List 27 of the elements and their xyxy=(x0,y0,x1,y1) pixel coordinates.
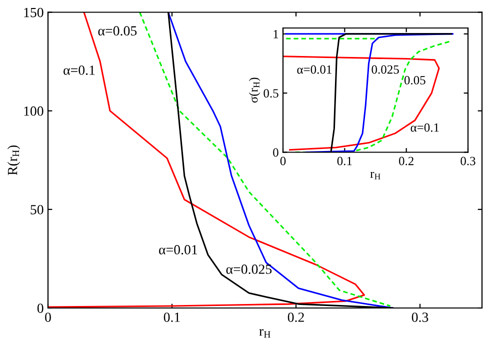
annotation: 0.025 xyxy=(372,65,399,74)
annotation: α=0.1 xyxy=(64,66,95,75)
y-tick-label: 0 xyxy=(37,304,44,313)
x-tick-label: 0 xyxy=(45,312,51,322)
x-tick-label: 0 xyxy=(280,156,286,166)
y-tick-label: 50 xyxy=(30,205,44,214)
x-axis-title: r$_{H}$ xyxy=(370,172,380,180)
y-axis-title: σ(r$_{H}$) xyxy=(248,78,260,103)
annotation: α=0.025 xyxy=(226,264,272,274)
x-tick-label: 0.2 xyxy=(398,156,414,166)
x-tick-label: 0.1 xyxy=(337,156,352,166)
y-axis-title: R(r$_{H}$) xyxy=(7,145,20,176)
y-tick-label: 150 xyxy=(24,8,44,18)
y-tick-label: 0 xyxy=(273,148,278,157)
y-tick-label: 100 xyxy=(24,106,44,116)
x-tick-label: 0.2 xyxy=(288,312,304,322)
annotation: α=0.01 xyxy=(297,65,332,74)
x-tick-label: 0.1 xyxy=(164,312,180,322)
y-tick-label: 0.5 xyxy=(264,89,278,98)
x-axis-title: r$_{H}$ xyxy=(259,329,270,338)
annotation: 0.05 xyxy=(404,76,426,84)
annotation: α=0.1 xyxy=(410,123,439,132)
annotation: α=0.05 xyxy=(98,26,137,36)
y-tick-label: 1 xyxy=(274,30,278,38)
x-tick-label: 0.3 xyxy=(460,156,476,166)
x-tick-label: 0.3 xyxy=(412,312,428,322)
annotation: α=0.01 xyxy=(159,245,198,254)
